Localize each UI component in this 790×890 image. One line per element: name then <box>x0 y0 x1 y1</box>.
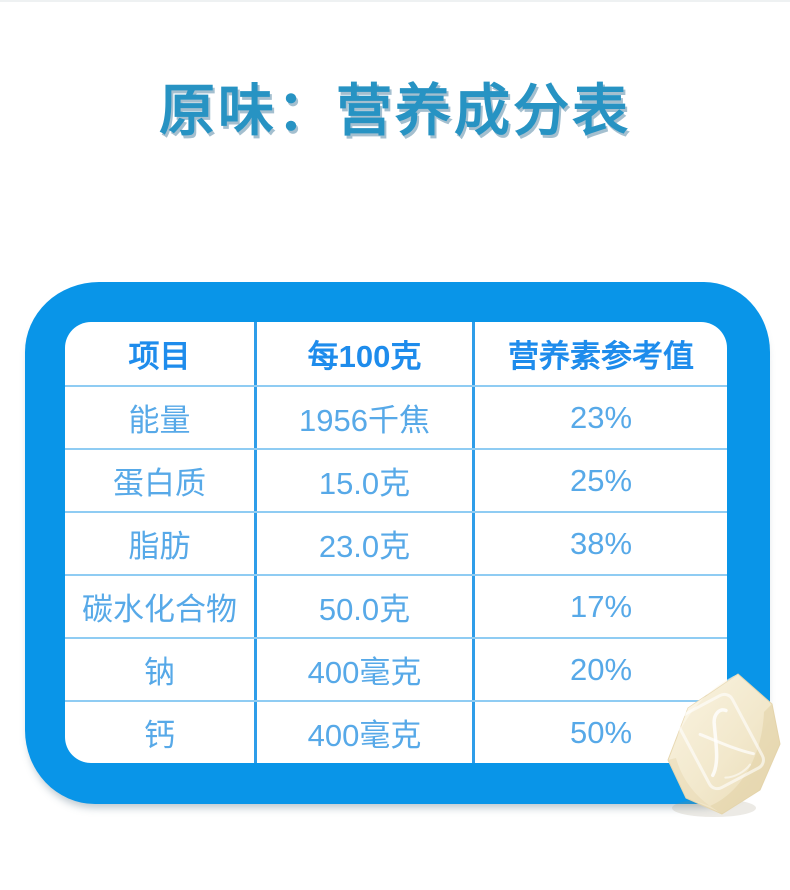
nutrient-name: 碳水化合物 <box>82 592 237 627</box>
nutrient-amount: 400毫克 <box>254 702 472 763</box>
nutrient-amount: 400毫克 <box>254 639 472 700</box>
nutrient-amount: 1956千焦 <box>254 387 472 448</box>
nutrient-name: 脂肪 <box>128 529 191 564</box>
nutrient-nrv-percent: 25% <box>472 450 727 511</box>
column-header-per100g: 每100克 <box>254 322 472 385</box>
table-row: 能量 1956千焦 23% <box>65 385 727 448</box>
nutrition-table: 项目 每100克 营养素参考值 能量 1956千焦 23% 蛋白质 15.0克 … <box>65 322 727 763</box>
table-row: 钙 400毫克 50% <box>65 700 727 763</box>
nutrient-nrv-percent: 20% <box>472 639 727 700</box>
top-divider <box>0 0 790 2</box>
column-header-nrv: 营养素参考值 <box>472 322 727 385</box>
nutrient-name: 钙 <box>144 718 175 753</box>
table-row: 脂肪 23.0克 38% <box>65 511 727 574</box>
nutrient-name: 蛋白质 <box>113 466 206 501</box>
table-header-row: 项目 每100克 营养素参考值 <box>65 322 727 385</box>
nutrient-nrv-percent: 50% <box>472 702 727 763</box>
nutrient-amount: 50.0克 <box>254 576 472 637</box>
column-header-item: 项目 <box>128 339 191 374</box>
page-title: 原味：营养成分表 <box>159 79 631 142</box>
nutrient-name: 能量 <box>128 403 191 438</box>
nutrient-nrv-percent: 17% <box>472 576 727 637</box>
nutrient-nrv-percent: 38% <box>472 513 727 574</box>
milk-tablet-image <box>667 673 781 817</box>
table-row: 钠 400毫克 20% <box>65 637 727 700</box>
nutrient-name: 钠 <box>144 655 175 690</box>
nutrient-nrv-percent: 23% <box>472 387 727 448</box>
table-row: 蛋白质 15.0克 25% <box>65 448 727 511</box>
table-body: 能量 1956千焦 23% 蛋白质 15.0克 25% 脂肪 23.0克 38%… <box>65 385 727 763</box>
nutrient-amount: 15.0克 <box>254 450 472 511</box>
table-row: 碳水化合物 50.0克 17% <box>65 574 727 637</box>
nutrition-table-border: 项目 每100克 营养素参考值 能量 1956千焦 23% 蛋白质 15.0克 … <box>25 282 770 804</box>
nutrient-amount: 23.0克 <box>254 513 472 574</box>
